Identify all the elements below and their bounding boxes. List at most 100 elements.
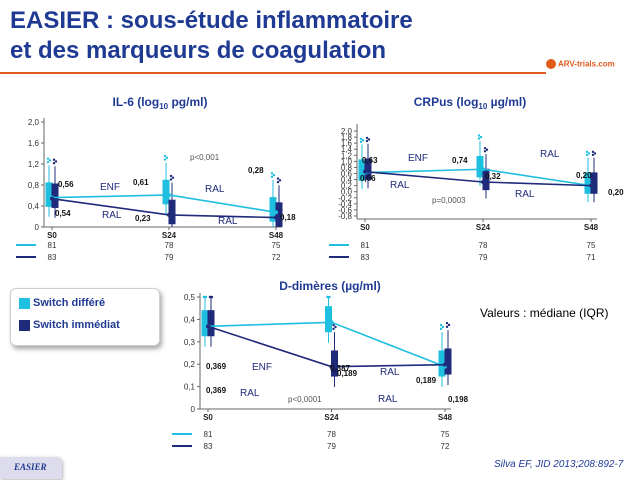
chart1-outlier-point — [52, 162, 56, 165]
chart3-n-value: 72 — [441, 442, 450, 451]
chart1-phase-label: RAL — [205, 184, 225, 195]
chart2-y-tick-label: 1,0 — [341, 157, 353, 166]
chart3-data-label: 0,369 — [206, 362, 227, 371]
chart1-data-point — [167, 212, 171, 217]
chart1-outlier-point — [278, 179, 282, 182]
chart2-n-value: 71 — [587, 253, 596, 262]
chart2-box — [476, 156, 484, 178]
chart2-data-label: 0,74 — [452, 156, 468, 165]
chart3-y-tick-label: 0 — [191, 405, 196, 414]
chart3-y-tick-label: 0,4 — [184, 315, 196, 324]
chart3-outlier-point — [445, 321, 449, 325]
chart1-n-value: 72 — [272, 253, 281, 262]
logo-icon — [546, 59, 556, 69]
chart1-data-point — [274, 210, 278, 215]
chart2-outlier-point — [483, 150, 487, 153]
title-line-1: EASIER : sous-étude inflammatoire — [10, 7, 413, 34]
chart3-outlier-point — [202, 295, 206, 299]
chart2-x-tick-label: S24 — [476, 223, 491, 232]
chart3-box — [325, 306, 332, 333]
legend-swatch-differe — [19, 297, 30, 309]
chart1-outlier-point — [46, 157, 50, 160]
chart3-n-value: 79 — [327, 442, 336, 451]
chart1-phase-label: RAL — [218, 216, 238, 227]
legend-label-immediat: Switch immédiat — [33, 319, 120, 332]
chart3-data-label: 0,189 — [337, 369, 358, 378]
chart2-data-label: 0,32 — [485, 172, 501, 181]
chart2-outlier-point — [365, 136, 369, 140]
chart2-y-tick-label: 1,8 — [341, 133, 353, 142]
chart1-outlier-point — [171, 176, 175, 179]
chart3-phase-label: RAL — [240, 388, 260, 399]
chart2-outlier-point — [365, 139, 369, 143]
chart2-y-tick-label: 0,0 — [341, 188, 353, 197]
chart2-data-point — [481, 167, 485, 172]
chart3-data-label: 0,198 — [448, 395, 469, 404]
chart2-n-value: 83 — [361, 253, 370, 262]
chart2-n-value: 79 — [479, 253, 488, 262]
chart3-outlier-point — [332, 327, 335, 331]
chart2-box — [364, 158, 372, 180]
chart2-outlier-point — [485, 148, 489, 151]
chart2-data-label: 0,20 — [608, 188, 624, 197]
chart2-data-point — [481, 179, 485, 184]
chart1-title: IL-6 (log10 pg/ml) — [113, 95, 208, 111]
chart1-data-label: 0,56 — [58, 180, 74, 189]
chart1-outlier-point — [165, 156, 169, 159]
chart3-x-tick-label: S0 — [203, 413, 213, 422]
chart2-p-value: p=0,0003 — [432, 196, 466, 205]
chart2-phase-label: ENF — [408, 153, 428, 164]
chart3-n-value: 78 — [327, 430, 336, 439]
chart1-data-point — [50, 196, 54, 201]
legend-swatch-immediat — [19, 319, 30, 331]
chart2-n-value: 75 — [587, 241, 596, 250]
chart1-outlier-point — [169, 178, 173, 181]
chart2-y-tick-label: 1,2 — [341, 151, 353, 160]
chart2-x-tick-label: S0 — [360, 223, 370, 232]
chart2-phase-label: RAL — [390, 180, 410, 191]
chart1-outlier-point — [52, 158, 56, 161]
chart2-n-value: 81 — [361, 241, 370, 250]
chart2-data-point — [589, 183, 593, 188]
chart3-outlier-point — [447, 323, 451, 327]
chart3-n-value: 83 — [204, 442, 213, 451]
chart1-y-tick-label: 1,6 — [28, 139, 40, 148]
chart1-outlier-point — [54, 160, 58, 163]
chart3-data-label: 0,369 — [206, 386, 227, 395]
chart1-box — [162, 179, 170, 205]
chart2-outlier-point — [361, 139, 365, 142]
chart2-y-tick-label: 0,4 — [341, 176, 353, 185]
chart1-data-label: 0,54 — [55, 209, 71, 218]
chart1-outlier-point — [46, 160, 50, 164]
chart2-y-tick-label: -0,2 — [338, 194, 352, 203]
chart3-outlier-point — [210, 295, 214, 299]
chart3-box — [444, 348, 452, 375]
chart2-outlier-point — [359, 137, 363, 141]
chart3-n-value: 81 — [204, 430, 213, 439]
chart1-y-tick-label: 0,8 — [28, 181, 40, 190]
chart2-outlier-point — [477, 137, 481, 140]
chart3-data-point — [443, 362, 447, 367]
chart2-outlier-point — [479, 135, 483, 139]
chart1-box — [275, 202, 283, 227]
chart3-outlier-point — [334, 325, 337, 329]
legend-item-immediat: Switch immédiat — [19, 319, 120, 331]
chart2-outlier-point — [591, 150, 595, 154]
chart1-x-tick-label: S24 — [162, 231, 177, 240]
chart3-outlier-point — [204, 295, 208, 299]
chart1-box — [168, 199, 176, 225]
chart1-outlier-point — [276, 180, 280, 184]
chart1-phase-label: ENF — [100, 182, 120, 193]
chart2-y-tick-label: -0,4 — [338, 200, 352, 209]
chart3-title: D-dimères (µg/ml) — [279, 279, 381, 293]
chart1-data-point — [274, 215, 278, 220]
chart2-outlier-point — [585, 153, 589, 157]
chart1-outlier-point — [48, 159, 52, 162]
chart3-phase-label: ENF — [252, 362, 272, 373]
chart2-outlier-point — [483, 147, 487, 150]
chart2-outlier-point — [359, 140, 363, 144]
chart3-data-label: 0,189 — [416, 376, 437, 385]
chart2-y-tick-label: -0,6 — [338, 206, 352, 215]
citation: Silva EF, JID 2013;208:892-7 — [494, 459, 624, 470]
chart3-y-tick-label: 0,3 — [184, 338, 196, 347]
